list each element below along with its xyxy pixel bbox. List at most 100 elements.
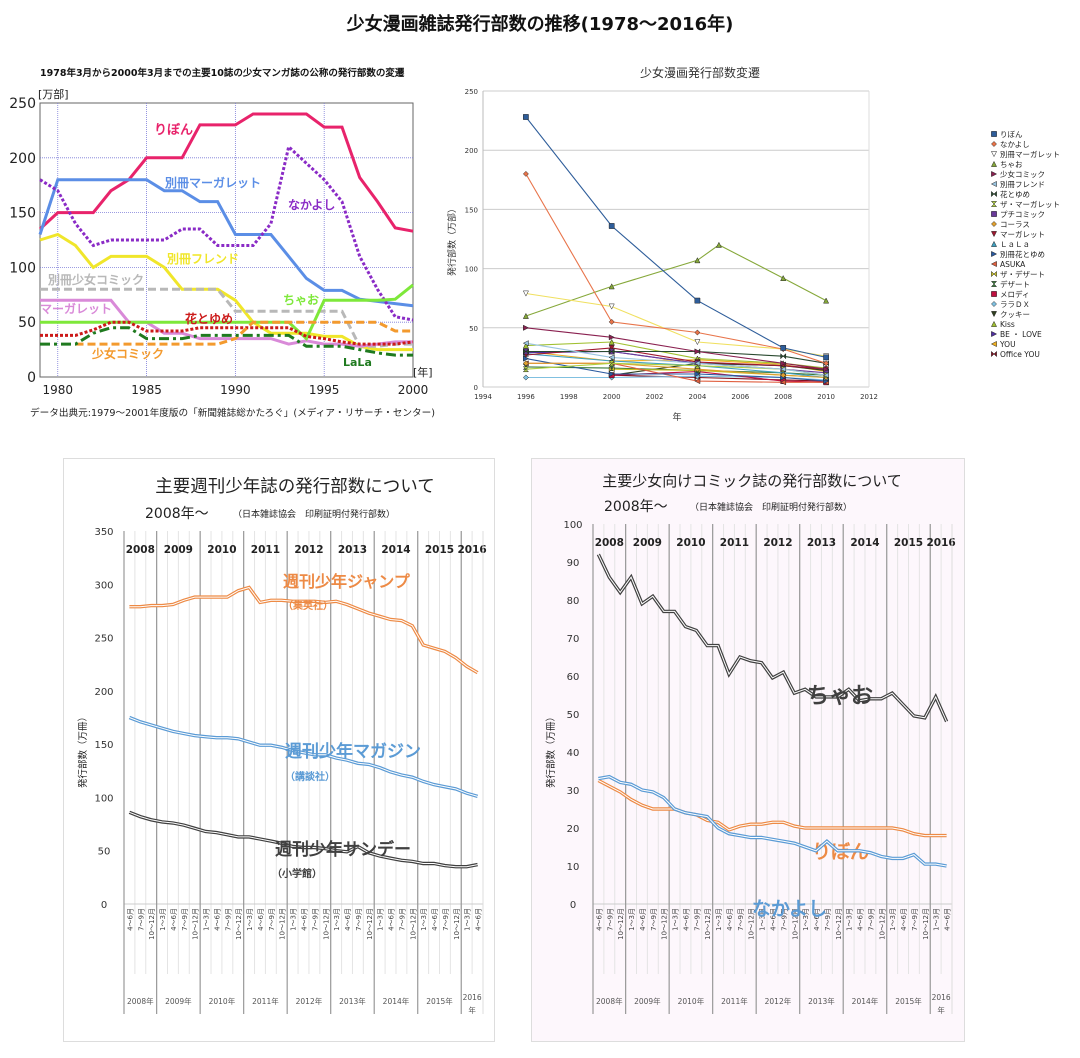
data-point-marker xyxy=(608,345,615,352)
legend-marker xyxy=(991,141,997,147)
quarter-label: 4〜6月 xyxy=(475,908,483,931)
quarter-label: 10〜12月 xyxy=(409,908,417,940)
x-tick-label: 1985 xyxy=(131,383,162,397)
quarter-label: 1〜3月 xyxy=(715,908,723,931)
data-point-marker xyxy=(522,374,529,381)
legend-marker xyxy=(990,151,998,158)
quarter-label: 1〜3月 xyxy=(759,908,767,931)
year-group-label: 2012年 xyxy=(765,996,792,1006)
data-point-marker xyxy=(522,340,529,347)
quarter-label: 10〜12月 xyxy=(322,908,330,940)
quarter-label: 10〜12月 xyxy=(279,908,287,940)
series-line xyxy=(40,298,413,348)
series-line xyxy=(596,553,949,723)
legend-marker xyxy=(991,301,997,307)
shojo-chart-panel xyxy=(531,458,965,1042)
legend-label: ザ・マーガレット xyxy=(1000,199,1060,209)
series-label: LaLa xyxy=(343,356,372,369)
quarter-label: 10〜12月 xyxy=(704,908,712,940)
x-tick-label: 2008 xyxy=(774,393,792,401)
quarter-label: 4〜6月 xyxy=(344,908,352,931)
series-line-inner xyxy=(598,780,947,837)
quarter-label: 1〜3月 xyxy=(889,908,897,931)
legend-label: 花とゆめ xyxy=(1000,189,1030,199)
legend-label: Kiss xyxy=(1000,320,1015,329)
x-tick-label: 2006 xyxy=(731,393,749,401)
quarter-label: 1〜3月 xyxy=(246,908,254,931)
quarter-label: 4〜6月 xyxy=(388,908,396,931)
year-group-label: 2014年 xyxy=(383,996,410,1006)
quarter-label: 4〜6月 xyxy=(213,908,221,931)
series-line xyxy=(39,232,413,352)
legend-marker xyxy=(991,270,997,278)
legend-label: YOU xyxy=(999,340,1016,349)
quarter-label: 7〜9月 xyxy=(137,908,145,931)
quarter-label: 1〜3月 xyxy=(464,908,472,931)
y-tick-label: 250 xyxy=(465,88,478,96)
data-point-marker xyxy=(522,170,529,177)
series-line xyxy=(40,320,414,346)
y-tick-label: 200 xyxy=(465,147,478,155)
year-group-label: 2008年 xyxy=(596,996,623,1006)
legend-label: 別冊花とゆめ xyxy=(1000,249,1045,259)
x-tick-label: 1990 xyxy=(220,383,251,397)
y-tick-label: 350 xyxy=(94,527,113,538)
data-point-marker xyxy=(608,283,615,290)
y-tick-label: 200 xyxy=(94,687,113,698)
data-point-marker xyxy=(608,360,615,367)
legend-label: Office YOU xyxy=(1000,350,1040,359)
quarter-label: 10〜12月 xyxy=(617,908,625,940)
quarter-label: 7〜9月 xyxy=(911,908,919,931)
y-tick-label: 100 xyxy=(465,266,478,274)
legend-marker xyxy=(990,201,998,207)
year-group-label: 2013年 xyxy=(808,996,835,1006)
chart1-ylabel: [万部] xyxy=(38,87,69,101)
quarter-label: 1〜3月 xyxy=(377,908,385,931)
legend-label: マーガレット xyxy=(1000,229,1045,239)
legend-marker xyxy=(990,180,997,188)
chart4-subtitle-note: （日本雑誌協会 印刷証明付発行部数） xyxy=(690,501,852,513)
series-line xyxy=(40,283,414,342)
quarter-label: 7〜9月 xyxy=(268,908,276,931)
series-line-inner xyxy=(129,586,478,674)
data-point-marker xyxy=(608,303,615,310)
year-group-label: 年 xyxy=(937,1005,945,1015)
year-label-top: 2010 xyxy=(676,537,705,549)
x-tick-label: 2010 xyxy=(817,393,835,401)
legend-marker xyxy=(990,160,998,167)
data-point-marker xyxy=(608,354,615,361)
legend-label: メロディ xyxy=(1000,289,1029,299)
legend-marker xyxy=(991,211,997,217)
quarter-label: 7〜9月 xyxy=(311,908,319,931)
data-point-marker xyxy=(694,339,701,346)
quarter-label: 1〜3月 xyxy=(333,908,341,931)
legend-label: 少女コミック xyxy=(1000,169,1045,179)
legend-marker xyxy=(990,260,997,268)
legend-marker xyxy=(991,291,997,297)
legend-label: 別冊マーガレット xyxy=(1000,149,1060,159)
quarter-label: 1〜3月 xyxy=(846,908,854,931)
quarter-label: 7〜9月 xyxy=(355,908,363,931)
legend-label: プチコミック xyxy=(1000,210,1045,219)
chart2-title: 少女漫画発行部数変遷 xyxy=(640,65,760,80)
y-tick-label: 250 xyxy=(9,96,36,112)
data-point-marker xyxy=(523,324,530,331)
series-label: 週刊少年マガジン xyxy=(285,741,421,762)
quarter-label: 7〜9月 xyxy=(442,908,450,931)
y-tick-label: 100 xyxy=(9,260,36,276)
series-label: 別冊フレンド xyxy=(166,252,239,266)
series-publisher-label: （小学館） xyxy=(272,867,322,880)
legend-marker xyxy=(991,221,997,227)
legend-label: なかよし xyxy=(1000,140,1030,149)
quarter-label: 4〜6月 xyxy=(682,908,690,931)
year-label-top: 2013 xyxy=(807,537,836,549)
series-line xyxy=(38,112,414,233)
data-point-marker xyxy=(780,352,787,360)
quarter-label: 1〜3月 xyxy=(203,908,211,931)
chart4-title: 主要少女向けコミック誌の発行部数について xyxy=(602,472,902,490)
year-group-label: 2009年 xyxy=(165,996,192,1006)
data-point-marker xyxy=(522,342,529,349)
legend-label: クッキー xyxy=(1000,310,1030,319)
y-tick-label: 0 xyxy=(570,900,576,911)
year-group-label: 2015年 xyxy=(895,996,922,1006)
